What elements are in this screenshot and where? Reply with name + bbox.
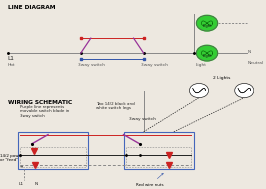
Circle shape: [197, 15, 218, 31]
Text: N: N: [248, 50, 251, 54]
Text: Light: Light: [202, 24, 212, 28]
Text: 3way switch: 3way switch: [78, 64, 105, 67]
Circle shape: [189, 84, 209, 98]
Text: Red wire nuts: Red wire nuts: [136, 173, 164, 187]
Text: Light: Light: [195, 64, 206, 67]
Text: LINE DIAGRAM: LINE DIAGRAM: [8, 5, 55, 10]
Text: Purple line represents
movable switch blade in
3way switch: Purple line represents movable switch bl…: [20, 105, 70, 118]
Bar: [20, 147, 86, 167]
Text: 2 Lights: 2 Lights: [213, 76, 230, 80]
Bar: [123, 132, 194, 169]
Text: 3way switch: 3way switch: [141, 64, 168, 67]
Text: WIRING SCHEMATIC: WIRING SCHEMATIC: [8, 100, 72, 105]
Text: Hot: Hot: [8, 64, 15, 67]
Circle shape: [197, 45, 218, 61]
Text: 3way switch: 3way switch: [128, 117, 156, 121]
Text: Neutral: Neutral: [248, 61, 264, 65]
Text: L1: L1: [19, 182, 24, 186]
Circle shape: [235, 84, 254, 98]
Text: 14/2 power
or "feed": 14/2 power or "feed": [0, 154, 23, 167]
Text: Two 14/2 black and
white switch legs: Two 14/2 black and white switch legs: [96, 102, 135, 110]
Text: L1: L1: [8, 56, 15, 61]
Text: Light: Light: [202, 54, 212, 58]
Bar: [18, 132, 88, 169]
Bar: [126, 147, 192, 167]
Text: N: N: [35, 182, 38, 186]
